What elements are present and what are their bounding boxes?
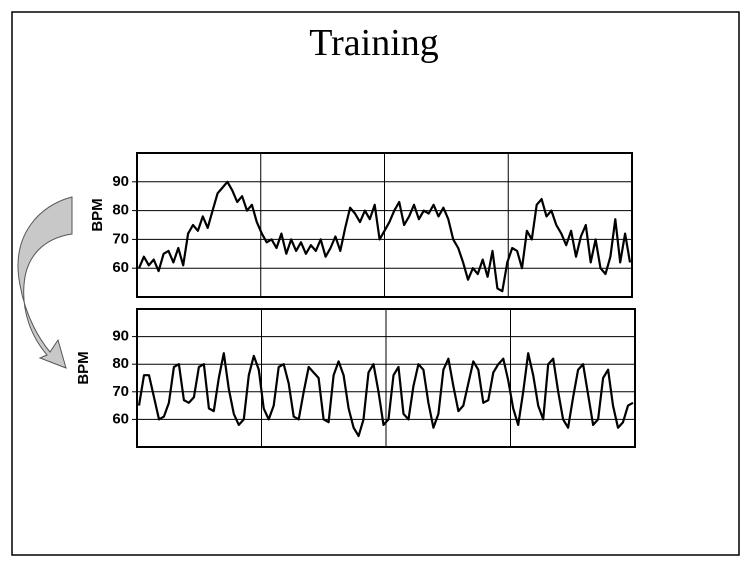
y-tick-label: 80 bbox=[112, 355, 129, 372]
curved-arrow bbox=[17, 196, 73, 369]
y-axis-label: BPM bbox=[89, 198, 106, 231]
y-tick-label: 80 bbox=[112, 202, 129, 219]
plot-frame bbox=[136, 308, 636, 448]
slide-title: Training bbox=[309, 22, 439, 64]
y-tick-label: 60 bbox=[112, 259, 129, 276]
y-tick-label: 70 bbox=[112, 230, 129, 247]
y-tick-label: 60 bbox=[112, 410, 129, 427]
y-tick-label: 90 bbox=[112, 328, 129, 345]
plot-frame bbox=[136, 152, 633, 298]
y-tick-label: 90 bbox=[112, 173, 129, 190]
y-axis-label: BPM bbox=[75, 351, 92, 384]
data-line bbox=[137, 180, 632, 293]
y-tick-label: 70 bbox=[112, 383, 129, 400]
data-line bbox=[137, 352, 634, 438]
